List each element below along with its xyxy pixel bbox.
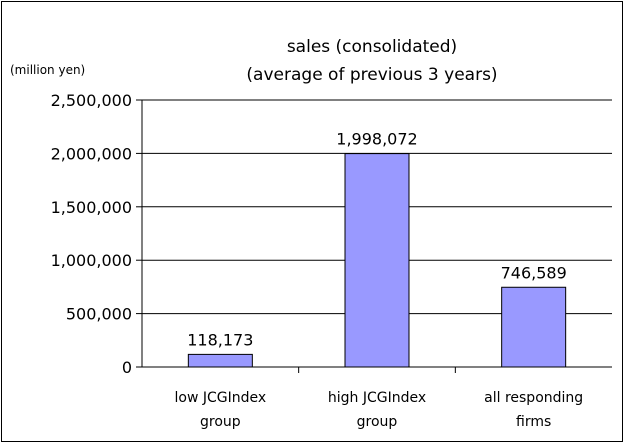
unit-label: (million yen)	[10, 63, 85, 77]
x-tick-label: group	[200, 414, 241, 430]
y-tick-label: 1,500,000	[51, 198, 132, 217]
value-labels: 118,173 1,998,072 746,589	[187, 130, 567, 350]
x-tick-label: low JCGIndex	[175, 390, 267, 406]
y-tick-label: 2,500,000	[51, 91, 132, 110]
bar	[501, 286, 567, 368]
x-tick-label: all responding	[484, 390, 583, 406]
y-tick-label: 0	[122, 358, 132, 377]
bar	[187, 353, 253, 368]
chart-title-line1: sales (consolidated)	[287, 37, 457, 57]
y-tick-label: 2,000,000	[51, 144, 132, 163]
y-tick-label: 1,000,000	[51, 251, 132, 270]
x-tick-label: high JCGIndex	[328, 390, 426, 406]
x-tick-label: firms	[516, 414, 551, 430]
y-tick-label: 500,000	[66, 305, 132, 324]
chart-title-line2: (average of previous 3 years)	[246, 65, 497, 85]
data-label: 1,998,072	[336, 130, 417, 149]
bars	[187, 153, 567, 368]
x-tick-labels: low JCGIndex group high JCGIndex group all r…	[175, 390, 584, 430]
data-label: 118,173	[187, 330, 253, 349]
data-label: 746,589	[501, 263, 567, 282]
y-tick-labels: 0 500,000 1,000,000 1,500,000 2,000,000 2,500…	[51, 91, 132, 377]
x-tick-label: group	[357, 414, 398, 430]
bar	[344, 153, 410, 368]
